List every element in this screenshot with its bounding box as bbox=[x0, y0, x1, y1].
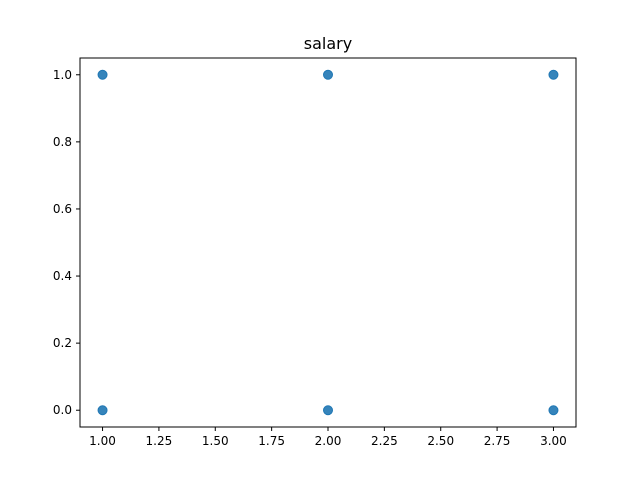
x-tick-label: 1.25 bbox=[146, 434, 173, 448]
y-tick-label: 0.2 bbox=[53, 336, 72, 350]
axes-layer: 1.00 1.25 1.50 1.75 2.00 2.25 2.50 2.75 3.00 0.0 0… bbox=[53, 57, 577, 448]
data-point bbox=[97, 405, 108, 416]
points-layer bbox=[97, 69, 559, 416]
y-tick-label: 0.4 bbox=[53, 269, 72, 283]
data-point bbox=[97, 69, 108, 80]
data-point bbox=[323, 69, 333, 80]
plot-frame bbox=[79, 57, 577, 428]
x-tick-label: 1.00 bbox=[89, 434, 116, 448]
y-tick-label: 0.0 bbox=[53, 403, 72, 417]
data-point bbox=[548, 69, 559, 80]
x-tick-label: 2.00 bbox=[315, 434, 342, 448]
x-tick-label: 2.50 bbox=[427, 434, 454, 448]
x-tick-label: 1.50 bbox=[202, 434, 229, 448]
chart-title: salary bbox=[304, 34, 352, 53]
y-tick-label: 0.8 bbox=[53, 135, 72, 149]
data-point bbox=[323, 405, 333, 416]
x-tick-label: 2.75 bbox=[484, 434, 511, 448]
x-tick-label: 3.00 bbox=[540, 434, 567, 448]
x-tick-label: 1.75 bbox=[258, 434, 285, 448]
y-tick-label: 1.0 bbox=[53, 68, 72, 82]
y-tick-label: 0.6 bbox=[53, 202, 72, 216]
x-tick-label: 2.25 bbox=[371, 434, 398, 448]
data-point bbox=[548, 405, 559, 416]
